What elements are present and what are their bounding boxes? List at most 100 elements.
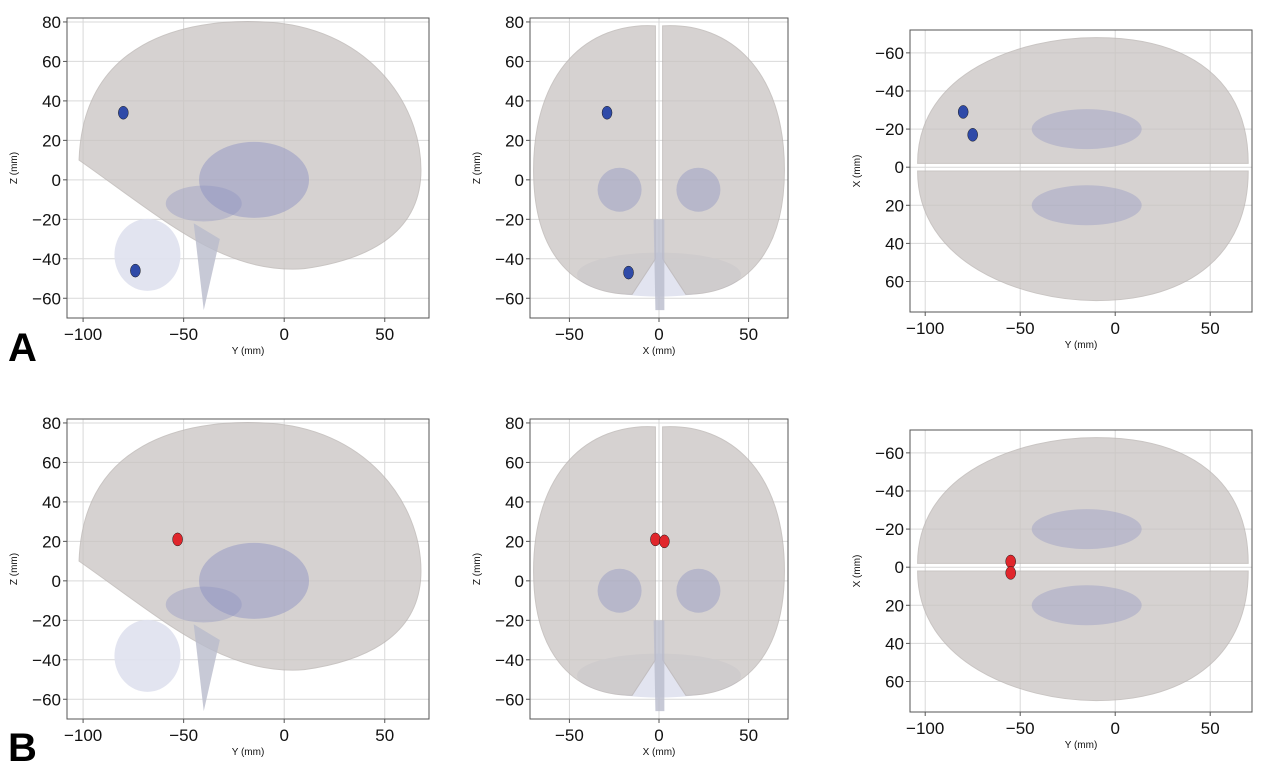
roi-point: [957, 105, 969, 119]
y-tick-label: −20: [495, 210, 524, 229]
x-axis-label: X (mm): [643, 346, 676, 357]
panel-b-sagittal: −100 −50 0 50 80 60 40 20 0 −20 −40 −60 Y (mm) Z (mm): [9, 414, 430, 758]
y-tick-label: 40: [505, 493, 524, 512]
brain-outline-axial: [917, 437, 1249, 702]
x-axis-label: Y (mm): [232, 346, 265, 357]
y-tick-label: −60: [495, 690, 524, 709]
roi-point: [172, 532, 183, 547]
y-tick-label: 20: [42, 532, 61, 551]
roi-point: [601, 105, 613, 120]
y-tick-label: 80: [505, 13, 524, 32]
y-tick-label: 40: [42, 92, 61, 111]
x-tick-label: 50: [375, 726, 394, 745]
y-tick-label: −60: [32, 289, 61, 308]
panel-label-a: A: [8, 326, 37, 370]
x-tick-label: −100: [64, 726, 102, 745]
y-tick-label: −20: [32, 210, 61, 229]
y-tick-label: 0: [895, 558, 904, 577]
y-axis-label: Z (mm): [472, 152, 483, 184]
y-tick-label: 40: [885, 234, 904, 253]
roi-point: [659, 534, 670, 549]
x-tick-label: 50: [739, 726, 758, 745]
y-tick-label: 40: [505, 92, 524, 111]
x-tick-label: −100: [906, 719, 944, 738]
x-tick-label: −50: [1006, 719, 1035, 738]
y-axis-label: X (mm): [852, 555, 863, 588]
y-tick-label: 0: [52, 572, 61, 591]
x-tick-label: 0: [279, 325, 288, 344]
y-tick-label: −60: [495, 289, 524, 308]
y-tick-label: 80: [505, 414, 524, 433]
x-tick-label: −50: [555, 325, 584, 344]
x-tick-label: −50: [169, 726, 198, 745]
y-tick-label: 40: [42, 493, 61, 512]
y-tick-label: −20: [875, 520, 904, 539]
y-tick-label: 0: [895, 158, 904, 177]
y-tick-label: 60: [42, 52, 61, 71]
x-axis-label: Y (mm): [232, 747, 265, 758]
y-axis-label: X (mm): [852, 155, 863, 188]
y-tick-label: 60: [505, 453, 524, 472]
y-tick-label: −60: [32, 690, 61, 709]
y-axis-label: Z (mm): [9, 152, 20, 184]
y-tick-label: −40: [495, 250, 524, 269]
y-tick-label: 80: [42, 414, 61, 433]
y-tick-label: −60: [875, 444, 904, 463]
y-tick-label: −20: [875, 120, 904, 139]
y-axis-label: Z (mm): [472, 553, 483, 585]
panel-b-coronal: −50 0 50 80 60 40 20 0 −20 −40 −60 X (mm) Z (mm): [472, 414, 789, 758]
y-tick-label: −40: [32, 651, 61, 670]
y-tick-label: 20: [505, 532, 524, 551]
y-tick-label: 0: [515, 171, 524, 190]
roi-point: [1005, 554, 1016, 569]
plot-frame: [66, 17, 430, 319]
x-tick-label: 50: [1201, 719, 1220, 738]
x-tick-label: −100: [906, 319, 944, 338]
plot-frame: [909, 29, 1253, 313]
x-axis-label: X (mm): [643, 747, 676, 758]
y-tick-label: 0: [515, 572, 524, 591]
y-tick-label: 20: [505, 131, 524, 150]
x-tick-label: 0: [654, 726, 663, 745]
x-tick-label: 0: [654, 325, 663, 344]
x-tick-label: −100: [64, 325, 102, 344]
roi-point: [130, 263, 141, 278]
roi-point: [623, 265, 634, 280]
plot-frame: [66, 418, 430, 720]
y-tick-label: 60: [505, 52, 524, 71]
x-tick-label: 0: [279, 726, 288, 745]
brain-outline-coronal: [533, 426, 785, 712]
y-tick-label: 80: [42, 13, 61, 32]
panel-b-axial: −100 −50 0 50 −60 −40 −20 0 20 40 60 Y (mm) X (mm): [852, 429, 1253, 751]
panel-a-sagittal: −100 −50 0 50 80 60 40 20 0 −20 −40 −60 Y (mm) Z (mm): [9, 13, 430, 357]
x-tick-label: 50: [739, 325, 758, 344]
y-tick-label: 40: [885, 634, 904, 653]
y-axis-label: Z (mm): [9, 553, 20, 585]
roi-point: [967, 128, 978, 142]
brain-outline-sagittal: [78, 21, 422, 311]
y-tick-label: 60: [42, 453, 61, 472]
y-tick-label: −40: [32, 250, 61, 269]
roi-point: [118, 105, 129, 120]
x-tick-label: 50: [1201, 319, 1220, 338]
x-tick-label: 0: [1110, 319, 1119, 338]
x-tick-label: −50: [169, 325, 198, 344]
roi-point: [1005, 566, 1016, 580]
brain-outline-axial: [917, 37, 1249, 302]
y-tick-label: 0: [52, 171, 61, 190]
brain-outline-coronal: [533, 25, 785, 311]
x-tick-label: −50: [555, 726, 584, 745]
y-tick-label: 20: [885, 596, 904, 615]
y-tick-label: −60: [875, 44, 904, 63]
y-tick-label: −40: [875, 82, 904, 101]
y-tick-label: 60: [885, 273, 904, 292]
x-tick-label: 50: [375, 325, 394, 344]
panel-a-axial: −100 −50 0 50 −60 −40 −20 0 20 40 60 Y (mm) X (mm): [852, 29, 1253, 351]
x-tick-label: 0: [1110, 719, 1119, 738]
y-tick-label: −40: [875, 482, 904, 501]
y-tick-label: 20: [885, 196, 904, 215]
y-tick-label: 60: [885, 673, 904, 692]
roi-point: [650, 532, 661, 547]
x-tick-label: −50: [1006, 319, 1035, 338]
